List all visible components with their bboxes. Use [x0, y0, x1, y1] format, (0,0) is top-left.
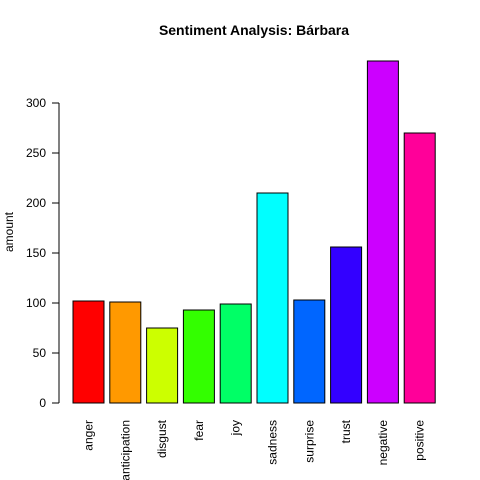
x-axis-labels: anger anticipation disgust fear joy sadness su…: [82, 419, 427, 480]
bar-anger: [72, 300, 105, 404]
bars-group: [72, 60, 436, 404]
x-tick-label-trust: trust: [339, 419, 353, 443]
y-axis-label: amount: [2, 211, 16, 252]
chart-title: Sentiment Analysis: Bárbara: [159, 22, 349, 38]
x-tick-label-negative: negative: [376, 420, 390, 466]
y-axis: 0 50 100 150 200 250 300: [26, 96, 60, 410]
y-tick-label: 100: [26, 296, 46, 310]
y-tick-label: 200: [26, 196, 46, 210]
x-tick-label-surprise: surprise: [302, 420, 316, 463]
x-tick-label-anticipation: anticipation: [118, 420, 132, 480]
bar-anticipation: [109, 301, 142, 404]
y-tick-label: 50: [33, 346, 47, 360]
x-tick-label-anger: anger: [82, 420, 96, 451]
bar-joy: [219, 303, 252, 404]
x-tick-label-fear: fear: [192, 420, 206, 441]
bar-positive: [403, 132, 436, 404]
x-tick-label-disgust: disgust: [155, 419, 169, 458]
bar-surprise: [293, 299, 326, 404]
bar-fear: [182, 309, 215, 404]
bar-trust: [330, 246, 363, 404]
y-tick-label: 150: [26, 246, 46, 260]
y-tick-label: 0: [39, 396, 46, 410]
x-tick-label-positive: positive: [413, 420, 427, 461]
x-tick-label-joy: joy: [229, 420, 243, 436]
bar-sadness: [256, 192, 289, 404]
x-tick-label-sadness: sadness: [266, 420, 280, 465]
y-tick-label: 250: [26, 146, 46, 160]
bar-disgust: [146, 327, 179, 404]
bar-negative: [366, 60, 399, 404]
y-tick-label: 300: [26, 96, 46, 110]
